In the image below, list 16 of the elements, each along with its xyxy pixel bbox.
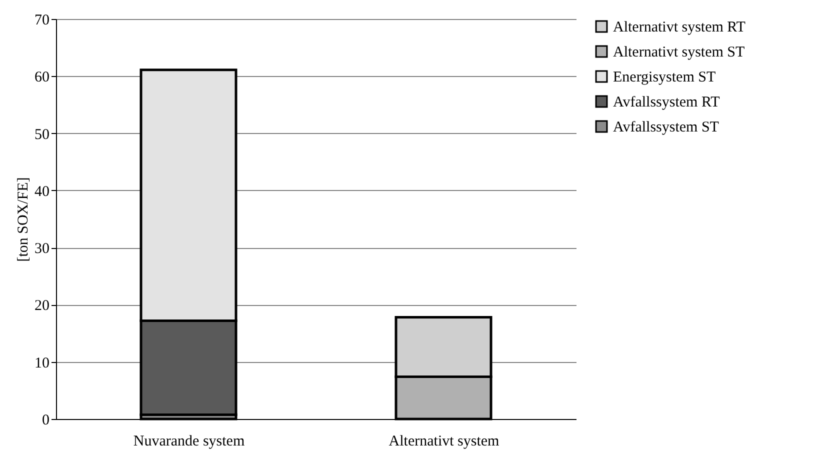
y-tick-label: 50 [34,126,50,143]
y-tick-label: 10 [34,355,50,372]
legend-label: Avfallssystem RT [613,94,720,110]
legend-label: Alternativt system RT [613,20,746,36]
y-tick-label: 0 [42,412,50,428]
y-tick-label: 30 [34,241,50,258]
y-tick-label: 40 [34,184,50,200]
y-tick-label: 20 [34,298,50,314]
y-axis-title: [ton SOX/FE] [16,177,32,262]
x-tick-label: Nuvarande system [133,434,245,450]
legend-label: Energisystem ST [613,70,716,86]
legend-label: Alternativt system ST [613,44,745,60]
y-tick-label: 60 [34,70,50,86]
y-tick-label: 70 [34,12,50,28]
x-tick-label: Alternativt system [388,434,500,450]
legend-label: Avfallssystem ST [613,120,719,136]
